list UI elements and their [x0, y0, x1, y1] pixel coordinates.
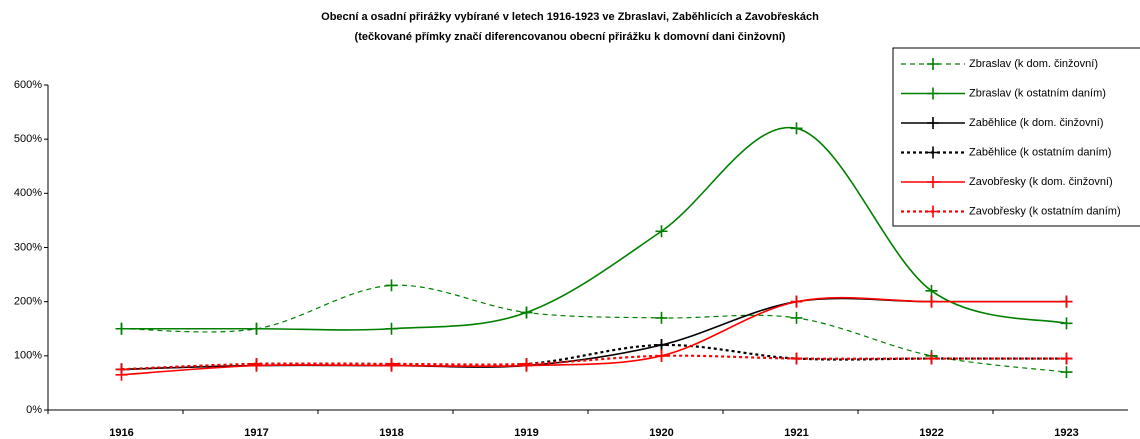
y-tick-label: 100%	[14, 350, 42, 362]
marker	[385, 279, 398, 292]
x-tick-label: 1923	[1054, 427, 1078, 439]
x-tick-label: 1919	[514, 427, 538, 439]
legend-marker	[927, 87, 939, 100]
marker	[655, 311, 668, 324]
legend-label: Zavobřesky (k dom. činžovní)	[969, 176, 1113, 188]
y-tick-label: 500%	[14, 133, 42, 145]
marker	[790, 311, 803, 324]
marker	[655, 339, 668, 351]
legend-label: Zavobřesky (k ostatním daním)	[969, 205, 1121, 217]
marker	[790, 122, 803, 135]
x-tick-label: 1917	[244, 427, 268, 439]
legend-label: Zaběhlice (k ostatním daním)	[969, 146, 1111, 158]
legend-marker	[927, 205, 939, 218]
marker	[115, 322, 128, 335]
marker	[250, 322, 263, 335]
marker	[1060, 295, 1073, 308]
legend-marker	[927, 146, 939, 159]
x-tick-label: 1921	[784, 427, 808, 439]
marker	[385, 357, 398, 370]
marker	[1060, 366, 1073, 379]
series-line	[121, 126, 1067, 331]
marker	[925, 352, 938, 365]
x-tick-label: 1918	[379, 427, 403, 439]
marker	[655, 349, 668, 362]
y-tick-label: 600%	[14, 79, 42, 91]
marker	[925, 284, 938, 297]
series-line	[121, 284, 1067, 373]
chart-title: Obecní a osadní přirážky vybírané v lete…	[321, 11, 819, 23]
y-tick-label: 0%	[26, 404, 42, 416]
x-tick-label: 1916	[109, 427, 133, 439]
legend-marker	[927, 176, 939, 188]
legend-box	[892, 47, 1140, 227]
x-tick-label: 1922	[919, 427, 943, 439]
legend-label: Zaběhlice (k dom. činžovní)	[969, 117, 1104, 129]
y-tick-label: 300%	[14, 241, 42, 253]
series-line	[121, 354, 1067, 371]
marker	[1060, 352, 1073, 365]
marker	[790, 352, 803, 365]
legend-label: Zbraslav (k dom. činžovní)	[969, 58, 1098, 70]
marker	[385, 322, 398, 335]
legend-marker	[927, 117, 939, 129]
marker	[250, 357, 263, 370]
series-line	[121, 296, 1067, 376]
legend-marker	[927, 58, 939, 70]
marker	[1060, 317, 1073, 330]
marker	[115, 363, 128, 376]
marker	[925, 295, 938, 308]
marker	[520, 357, 533, 370]
marker	[655, 225, 668, 238]
y-tick-label: 200%	[14, 296, 42, 308]
legend-label: Zbraslav (k ostatním daním)	[969, 87, 1106, 99]
y-tick-label: 400%	[14, 187, 42, 199]
marker	[520, 306, 533, 319]
chart-subtitle: (tečkované přímky značí diferencovanou o…	[355, 31, 786, 43]
x-tick-label: 1920	[649, 427, 673, 439]
marker	[790, 295, 803, 308]
